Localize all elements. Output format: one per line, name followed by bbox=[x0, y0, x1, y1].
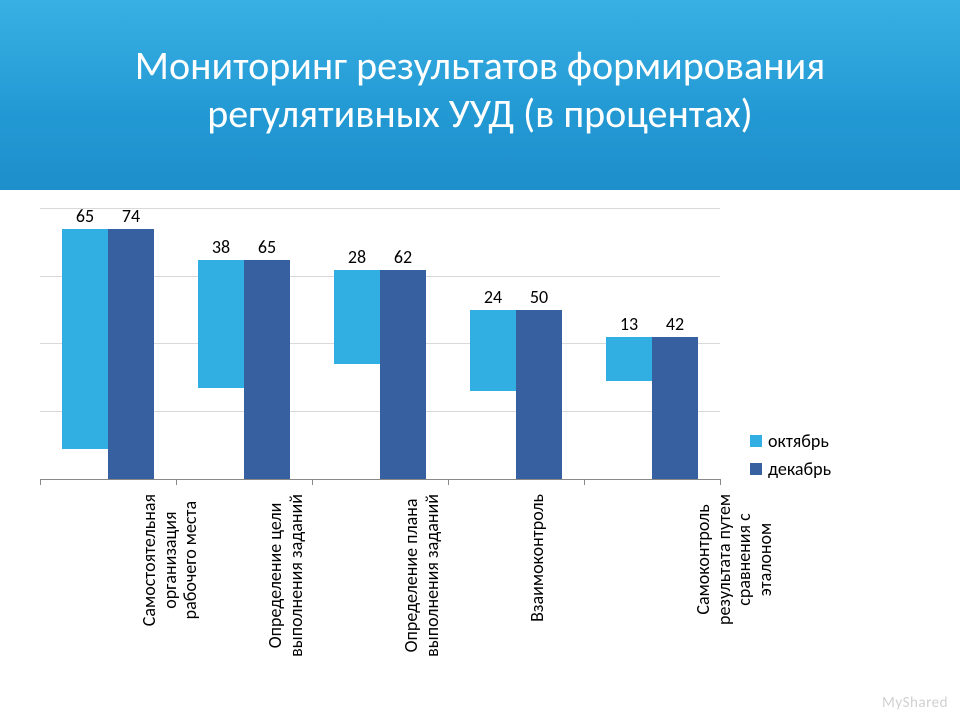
bar-value: 65 bbox=[62, 205, 108, 227]
bar-value: 65 bbox=[244, 236, 290, 258]
bar-s2: 50 bbox=[516, 310, 562, 479]
tick-mark bbox=[720, 479, 721, 485]
slide-title: Мониторинг результатов формирования регу… bbox=[0, 0, 960, 190]
legend-label: октябрь bbox=[768, 430, 829, 452]
bar-value: 13 bbox=[606, 313, 652, 335]
legend-item: октябрь bbox=[750, 430, 920, 452]
category-label: Взаимоконтроль bbox=[526, 494, 547, 622]
bar-s1: 65 bbox=[62, 229, 108, 448]
bar-s1: 13 bbox=[606, 337, 652, 381]
bar-group: 2862 bbox=[312, 270, 448, 479]
legend: октябрь декабрь bbox=[750, 430, 920, 486]
slide: Мониторинг результатов формирования регу… bbox=[0, 0, 960, 720]
bar-s1: 38 bbox=[198, 260, 244, 388]
tick-mark bbox=[40, 479, 41, 485]
bar-value: 38 bbox=[198, 236, 244, 258]
legend-swatch bbox=[750, 435, 762, 447]
tick-mark bbox=[584, 479, 585, 485]
tick-mark bbox=[448, 479, 449, 485]
watermark: MyShared bbox=[882, 694, 948, 712]
bar-s1: 28 bbox=[334, 270, 380, 365]
bar-chart: 6574Самостоятельнаяорганизациярабочего м… bbox=[40, 200, 920, 680]
legend-label: декабрь bbox=[768, 458, 831, 480]
tick-mark bbox=[312, 479, 313, 485]
bar-s1: 24 bbox=[470, 310, 516, 391]
bar-s2: 65 bbox=[244, 260, 290, 479]
bar-s2: 62 bbox=[380, 270, 426, 479]
bar-group: 6574 bbox=[40, 229, 176, 479]
category-label: Определение планавыполнения заданий bbox=[401, 494, 442, 657]
legend-item: декабрь bbox=[750, 458, 920, 480]
bar-value: 28 bbox=[334, 246, 380, 268]
bar-group: 2450 bbox=[448, 310, 584, 479]
bar-s2: 74 bbox=[108, 229, 154, 479]
legend-swatch bbox=[750, 463, 762, 475]
plot-region: 6574Самостоятельнаяорганизациярабочего м… bbox=[40, 210, 720, 480]
category-label: Определение целивыполнения заданий bbox=[265, 494, 306, 657]
bar-value: 62 bbox=[380, 246, 426, 268]
bar-value: 24 bbox=[470, 286, 516, 308]
bar-group: 1342 bbox=[584, 337, 720, 479]
category-label: Самостоятельнаяорганизациярабочего места bbox=[139, 494, 201, 626]
bar-value: 42 bbox=[652, 313, 698, 335]
tick-mark bbox=[176, 479, 177, 485]
bar-value: 74 bbox=[108, 205, 154, 227]
bar-value: 50 bbox=[516, 286, 562, 308]
bar-s2: 42 bbox=[652, 337, 698, 479]
category-label: Самоконтрольрезультата путемсравнения сэ… bbox=[693, 494, 776, 625]
bar-group: 3865 bbox=[176, 260, 312, 479]
